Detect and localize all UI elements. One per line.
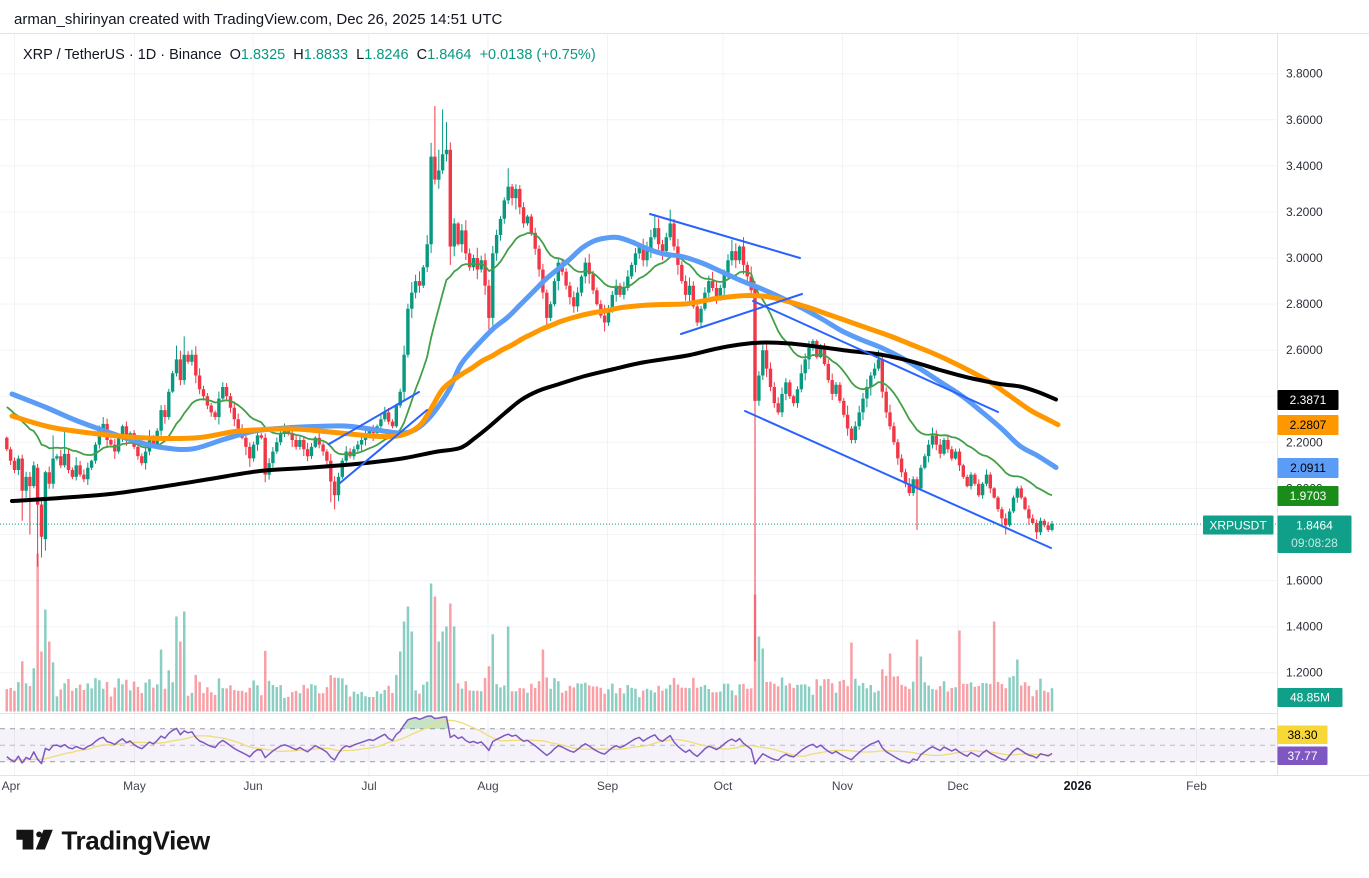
svg-text:2.6000: 2.6000 bbox=[1286, 343, 1323, 357]
svg-text:09:08:28: 09:08:28 bbox=[1291, 536, 1338, 550]
svg-text:2026: 2026 bbox=[1064, 779, 1092, 793]
svg-text:1.4000: 1.4000 bbox=[1286, 620, 1323, 634]
svg-text:2.8000: 2.8000 bbox=[1286, 297, 1323, 311]
svg-text:Feb: Feb bbox=[1186, 779, 1207, 793]
svg-text:arman_shirinyan created with T: arman_shirinyan created with TradingView… bbox=[14, 11, 502, 28]
svg-text:Dec: Dec bbox=[947, 779, 968, 793]
svg-text:1.8464: 1.8464 bbox=[1296, 519, 1333, 533]
svg-text:2.0911: 2.0911 bbox=[1290, 461, 1326, 475]
svg-text:3.2000: 3.2000 bbox=[1286, 205, 1323, 219]
svg-text:TradingView: TradingView bbox=[62, 826, 211, 856]
svg-text:2.2807: 2.2807 bbox=[1290, 418, 1327, 432]
svg-text:1.6000: 1.6000 bbox=[1286, 574, 1323, 588]
svg-text:2.2000: 2.2000 bbox=[1286, 435, 1323, 449]
svg-text:XRPUSDT: XRPUSDT bbox=[1209, 519, 1267, 533]
svg-text:Nov: Nov bbox=[832, 779, 853, 793]
svg-text:2.3871: 2.3871 bbox=[1290, 393, 1327, 407]
svg-text:Jun: Jun bbox=[243, 779, 262, 793]
svg-text:1.2000: 1.2000 bbox=[1286, 666, 1323, 680]
svg-text:Aug: Aug bbox=[477, 779, 498, 793]
svg-text:Oct: Oct bbox=[714, 779, 733, 793]
svg-text:Sep: Sep bbox=[597, 779, 619, 793]
svg-text:1.9703: 1.9703 bbox=[1290, 489, 1327, 503]
svg-text:37.77: 37.77 bbox=[1287, 749, 1317, 763]
svg-text:3.0000: 3.0000 bbox=[1286, 251, 1323, 265]
svg-text:XRP / TetherUS · 1D · Binance: XRP / TetherUS · 1D · Binance O1.8325 H1… bbox=[23, 47, 596, 63]
svg-text:48.85M: 48.85M bbox=[1290, 691, 1330, 705]
svg-text:May: May bbox=[123, 779, 146, 793]
svg-text:38.30: 38.30 bbox=[1287, 728, 1317, 742]
svg-text:3.4000: 3.4000 bbox=[1286, 159, 1323, 173]
svg-text:Apr: Apr bbox=[2, 779, 21, 793]
svg-text:3.8000: 3.8000 bbox=[1286, 67, 1323, 81]
svg-text:Jul: Jul bbox=[361, 779, 376, 793]
svg-text:3.6000: 3.6000 bbox=[1286, 113, 1323, 127]
